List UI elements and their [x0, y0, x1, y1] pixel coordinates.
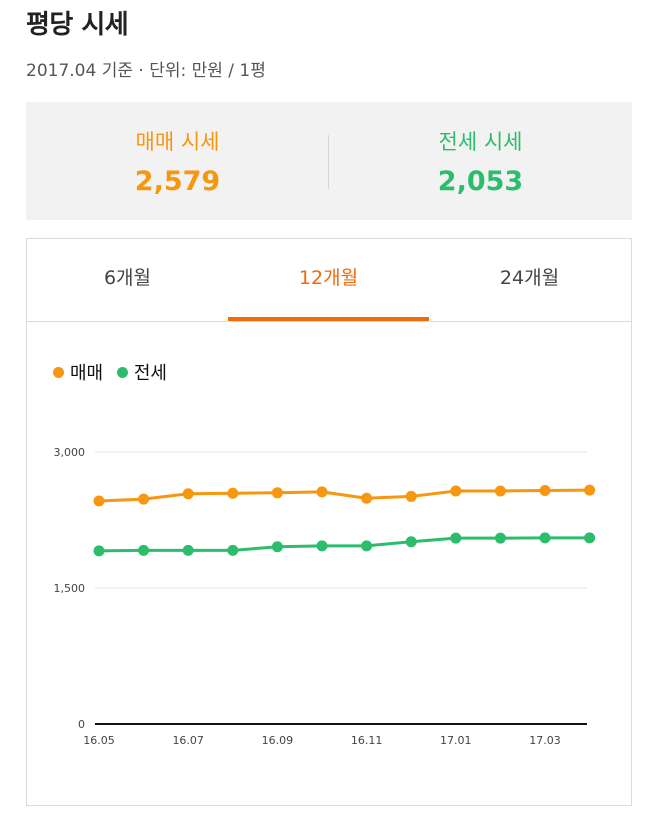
price-trend-chart: 0 1,500 3,000 16.05 16.07 16.09 16.11 17.01 17.0…	[54, 446, 596, 747]
data-point-jeonse	[316, 540, 328, 552]
data-point-jeonse	[271, 541, 283, 553]
chart-legend: 매매 전세	[53, 359, 175, 385]
series-line-jeonse	[98, 536, 590, 553]
series-line-sale	[98, 488, 590, 503]
y-tick-label: 1,500	[54, 582, 86, 595]
data-point-jeonse	[450, 532, 462, 544]
x-tick-label: 17.01	[440, 734, 472, 747]
jeonse-price-label: 전세 시세	[438, 130, 523, 154]
chart-card: 6개월 12개월 24개월 매매 전세 0 1,500 3,000 16.05 16.0…	[26, 238, 632, 806]
x-tick-label: 16.05	[83, 734, 115, 747]
legend-item-jeonse: 전세	[116, 359, 167, 385]
data-point-jeonse	[494, 532, 506, 544]
data-point-sale	[539, 485, 551, 497]
jeonse-price-summary: 전세 시세 2,053	[329, 102, 632, 220]
data-point-sale	[316, 486, 328, 498]
data-point-jeonse	[539, 532, 551, 544]
data-point-jeonse	[138, 544, 150, 556]
period-tabs: 6개월 12개월 24개월	[27, 239, 631, 322]
data-point-jeonse	[584, 532, 596, 544]
tab-24-months[interactable]: 24개월	[499, 267, 560, 289]
data-point-sale	[450, 485, 462, 497]
data-point-sale	[584, 484, 596, 496]
legend-marker-jeonse	[116, 366, 128, 378]
legend-item-sale: 매매	[53, 359, 103, 385]
page-title: 평당 시세	[26, 10, 129, 40]
data-point-sale	[494, 485, 506, 497]
data-point-jeonse	[182, 544, 194, 556]
tab-12-months[interactable]: 12개월	[298, 267, 359, 289]
page-subtitle: 2017.04 기준 · 단위: 만원 / 1평	[26, 61, 266, 81]
data-point-jeonse	[361, 540, 373, 552]
legend-label-jeonse: 전세	[133, 363, 167, 384]
data-point-sale	[271, 487, 283, 499]
data-point-sale	[93, 495, 105, 507]
sale-price-value: 2,579	[134, 166, 221, 197]
data-point-sale	[361, 492, 373, 504]
legend-marker-sale	[53, 366, 64, 378]
sale-price-summary: 매매 시세 2,579	[26, 102, 329, 220]
summary-divider	[328, 135, 329, 189]
data-point-sale	[227, 487, 239, 499]
data-point-sale	[182, 488, 194, 500]
jeonse-price-value: 2,053	[437, 166, 524, 197]
price-summary-box: 매매 시세 2,579 전세 시세 2,053	[26, 102, 632, 220]
tab-6-months[interactable]: 6개월	[103, 267, 152, 289]
y-tick-label: 0	[78, 718, 85, 731]
legend-label-sale: 매매	[70, 363, 104, 384]
x-tick-label: 16.11	[351, 734, 383, 747]
data-point-jeonse	[93, 545, 105, 557]
x-tick-label: 16.07	[172, 734, 204, 747]
data-point-sale	[138, 493, 150, 505]
active-tab-indicator	[228, 317, 429, 321]
data-point-jeonse	[227, 544, 239, 556]
x-tick-label: 16.09	[262, 734, 294, 747]
sale-price-label: 매매 시세	[135, 130, 220, 154]
data-point-jeonse	[405, 536, 417, 548]
x-tick-label: 17.03	[529, 734, 561, 747]
data-point-sale	[405, 490, 417, 502]
y-tick-label: 3,000	[54, 446, 86, 459]
